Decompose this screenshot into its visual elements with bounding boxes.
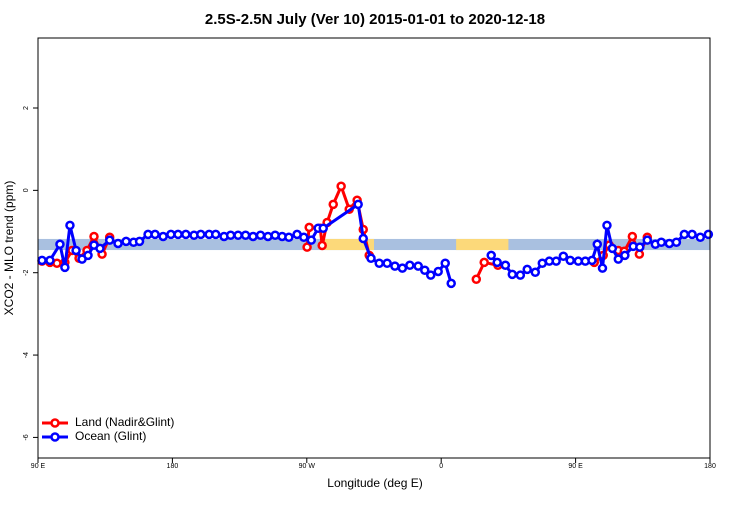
data-point <box>318 223 328 233</box>
data-point <box>306 235 317 245</box>
legend-label: Land (Nadir&Glint) <box>75 415 174 429</box>
data-point <box>104 235 115 245</box>
data-point <box>317 240 327 251</box>
data-point <box>656 237 667 247</box>
plot-frame <box>37 37 711 459</box>
data-point <box>390 261 400 271</box>
data-point <box>635 242 645 252</box>
data-point <box>558 251 569 261</box>
x-tick-label: 180 <box>167 463 179 470</box>
y-tick-label: 2 <box>23 106 30 110</box>
data-point <box>134 236 145 247</box>
data-point <box>328 199 338 210</box>
chart-title: 2.5S-2.5N July (Ver 10) 2015-01-01 to 20… <box>205 11 545 28</box>
y-tick-label: 0 <box>23 188 30 192</box>
legend-marker <box>50 418 60 428</box>
data-point <box>627 231 638 242</box>
data-point <box>597 263 608 273</box>
data-point <box>353 199 363 210</box>
x-tick-label: 90 E <box>31 463 46 470</box>
data-point <box>366 253 376 264</box>
data-point <box>420 265 430 275</box>
legend-label: Ocean (Glint) <box>75 429 146 443</box>
data-point <box>284 232 294 243</box>
x-axis-label: Longitude (deg E) <box>327 476 422 490</box>
data-point <box>304 222 314 233</box>
x-tick-label: 90 E <box>568 463 583 470</box>
data-point <box>45 255 55 266</box>
data-point <box>113 238 123 249</box>
data-point <box>551 256 561 266</box>
data-point <box>173 229 183 240</box>
data-point <box>405 260 415 271</box>
data-point <box>358 233 368 244</box>
data-point <box>492 257 502 268</box>
data-point <box>486 250 496 261</box>
y-tick-label: -4 <box>23 352 30 358</box>
data-point <box>374 258 384 268</box>
data-point <box>446 278 456 289</box>
y-tick-label: -6 <box>23 434 30 440</box>
data-point <box>440 258 450 268</box>
data-point <box>620 250 630 261</box>
data-point <box>121 236 131 247</box>
data-point <box>695 232 706 243</box>
data-point <box>522 264 532 275</box>
surface-strip <box>456 238 509 251</box>
data-point <box>225 230 236 240</box>
data-point <box>37 255 47 266</box>
x-tick-label: 90 W <box>299 463 316 470</box>
data-point <box>255 230 266 240</box>
x-tick-label: 180 <box>704 463 716 470</box>
data-point <box>397 263 408 273</box>
data-point <box>515 270 526 280</box>
data-point <box>500 260 511 271</box>
data-point <box>210 229 221 240</box>
data-point <box>602 220 612 231</box>
y-axis-label: XCO2 - MLO trend (ppm) <box>2 181 16 316</box>
data-point <box>55 239 65 250</box>
data-point <box>263 231 273 242</box>
data-point <box>479 257 489 268</box>
data-point <box>565 255 575 266</box>
data-point <box>507 269 518 280</box>
data-point <box>83 250 93 261</box>
data-point <box>95 243 105 254</box>
data-point <box>240 230 251 240</box>
data-point <box>60 262 70 273</box>
data-point <box>158 231 168 242</box>
data-point <box>248 231 258 242</box>
data-point <box>65 220 75 231</box>
data-point <box>433 266 443 277</box>
data-point <box>671 237 682 247</box>
data-point <box>642 235 653 245</box>
y-tick-label: -2 <box>23 269 30 275</box>
data-point <box>530 267 541 278</box>
data-point <box>299 232 309 243</box>
data-point <box>687 229 697 240</box>
data-point <box>196 229 206 240</box>
data-point <box>89 231 99 242</box>
legend-marker <box>50 432 60 442</box>
data-point <box>382 258 392 268</box>
data-point <box>425 270 436 280</box>
data-point <box>471 274 482 285</box>
data-point <box>181 229 191 240</box>
x-tick-label: 0 <box>439 463 443 470</box>
data-point <box>703 229 714 240</box>
data-point <box>592 239 603 250</box>
surface-strip <box>324 238 374 251</box>
data-point <box>150 229 160 240</box>
data-point <box>587 255 597 266</box>
data-point <box>336 181 346 191</box>
data-point <box>413 261 423 271</box>
data-point <box>71 245 81 256</box>
data-point <box>679 229 690 240</box>
data-point <box>233 230 243 240</box>
data-point <box>607 243 618 254</box>
data-point <box>302 242 312 252</box>
data-point <box>613 254 624 264</box>
